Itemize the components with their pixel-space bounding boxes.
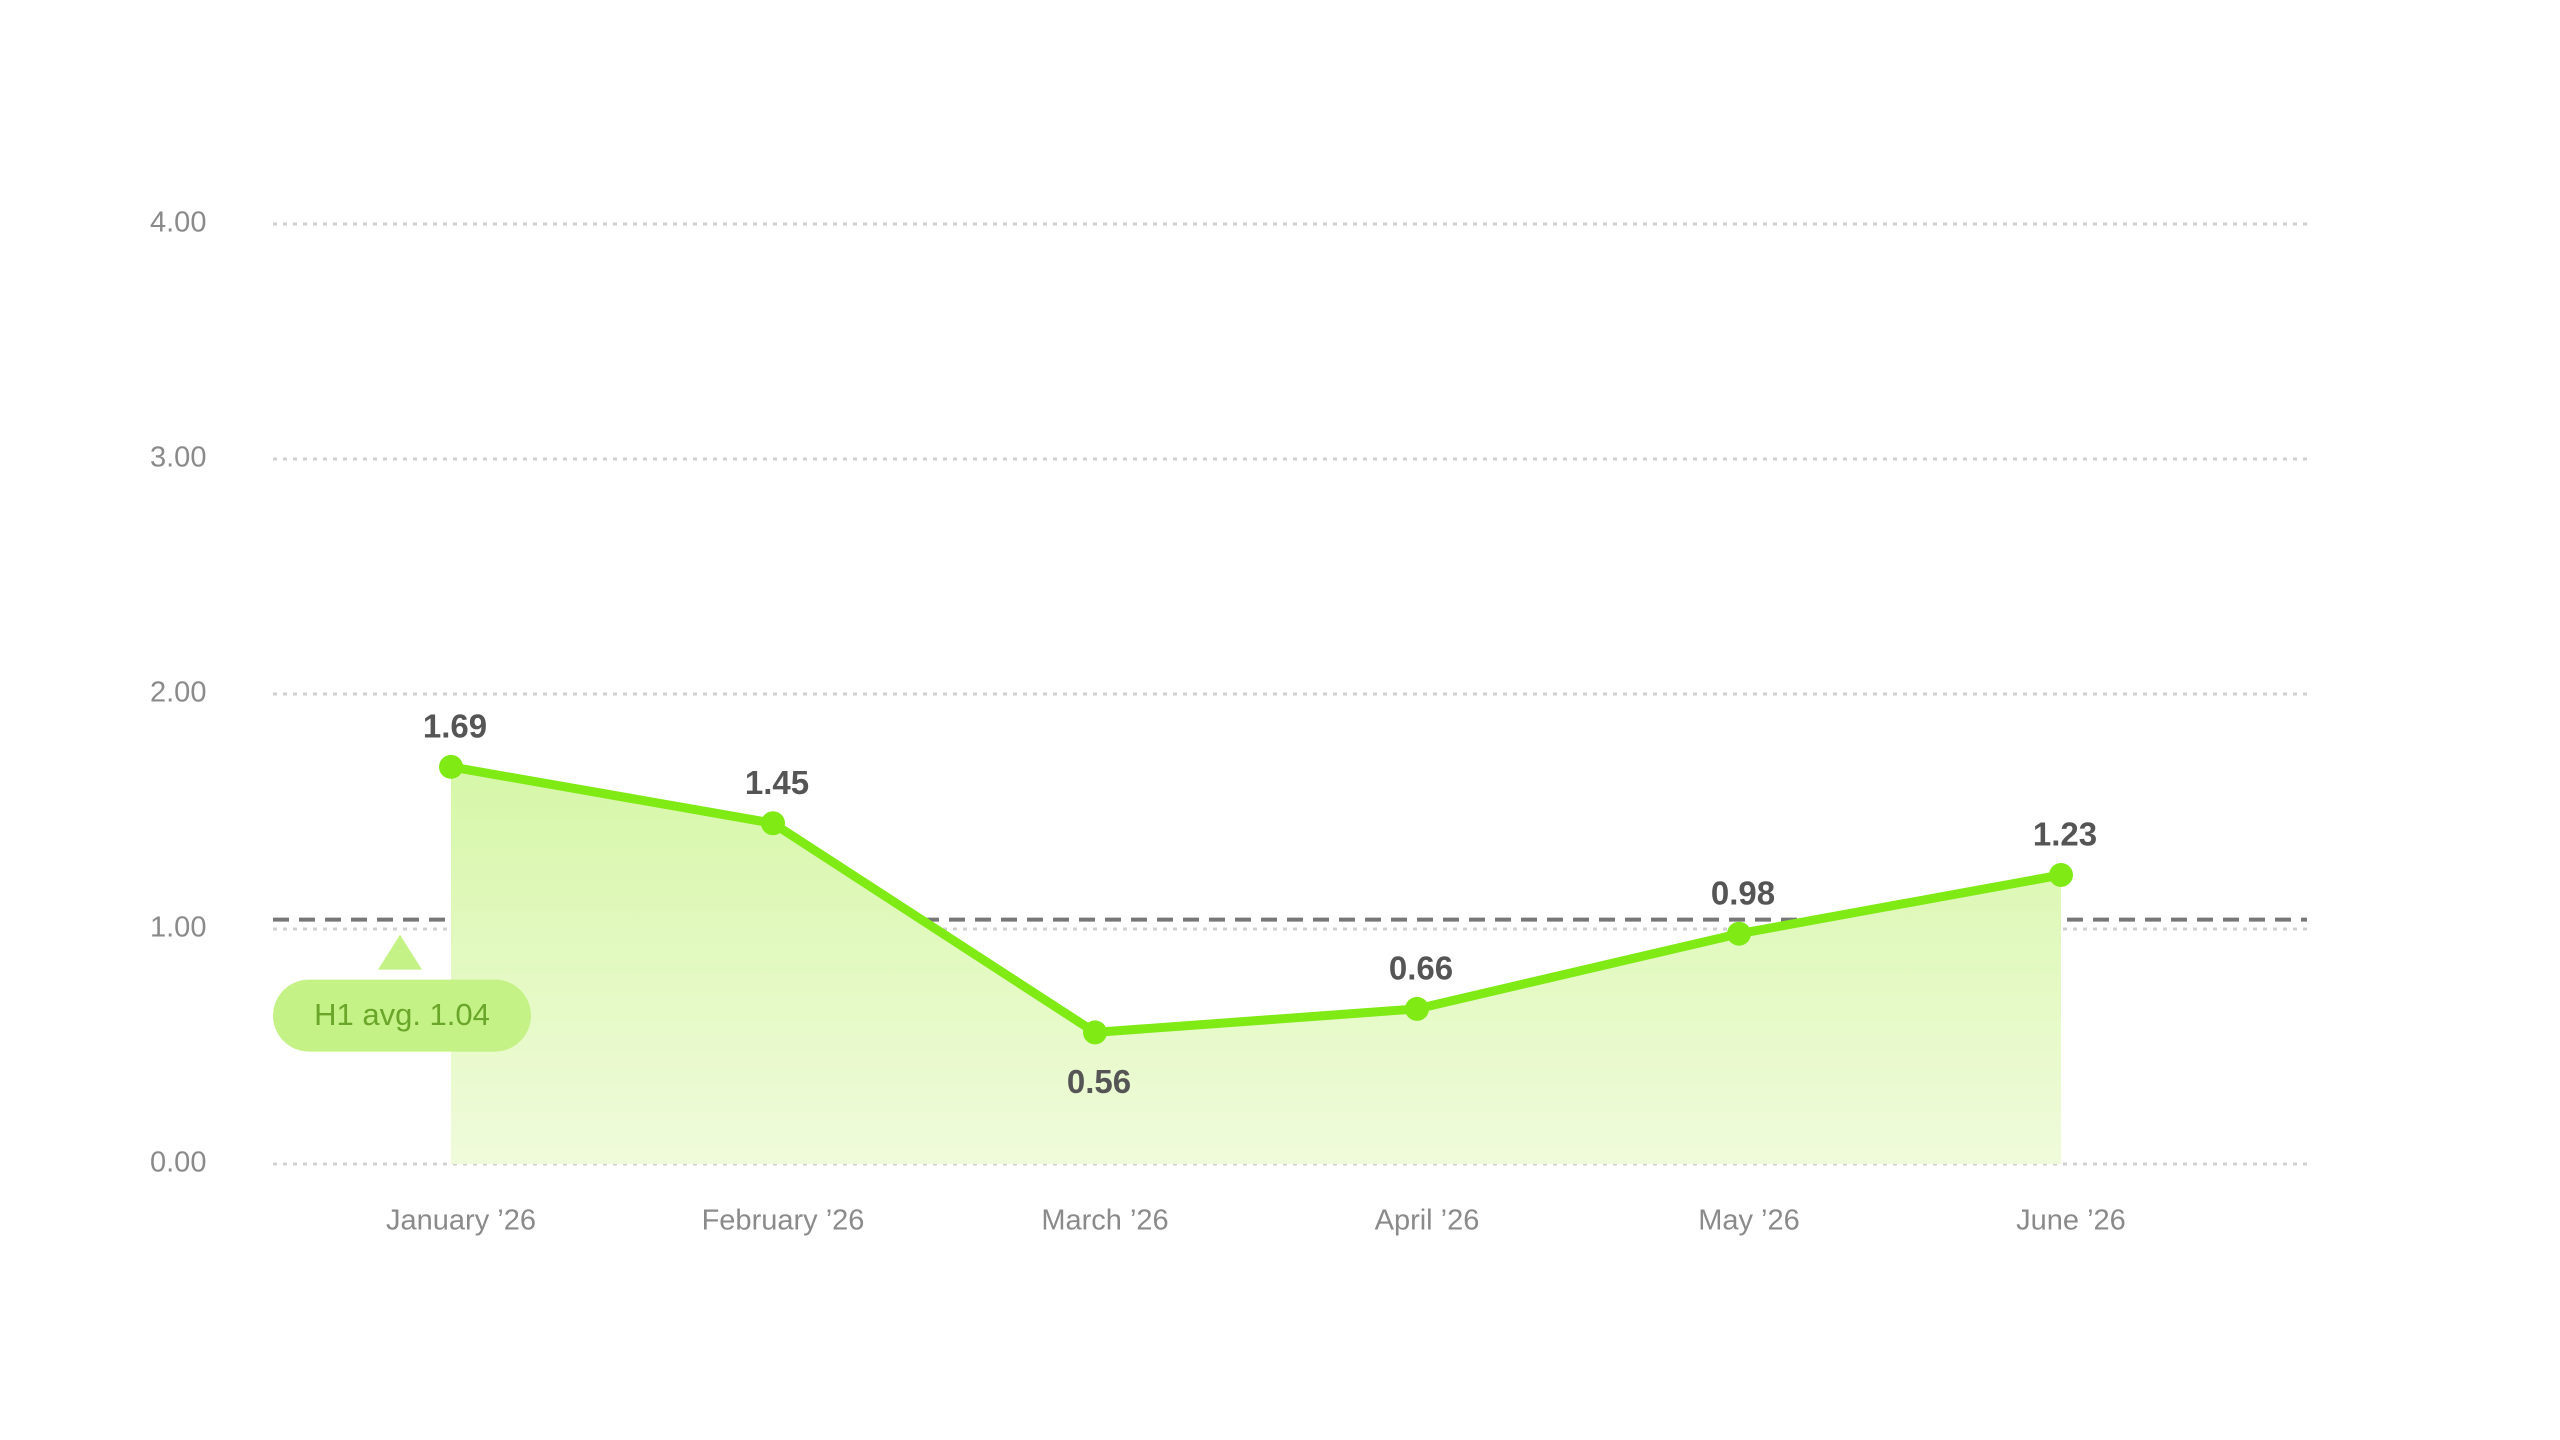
y-tick-label: 1.00 <box>150 912 206 944</box>
data-point <box>1727 921 1751 946</box>
data-point <box>761 811 785 836</box>
y-tick-label: 3.00 <box>150 442 206 474</box>
y-tick-label: 0.00 <box>150 1147 206 1179</box>
data-point <box>1083 1020 1107 1045</box>
x-tick-label: April ’26 <box>1375 1205 1480 1237</box>
data-label: 1.45 <box>745 764 809 801</box>
x-tick-label: January ’26 <box>386 1205 536 1237</box>
y-tick-label: 4.00 <box>150 207 206 239</box>
y-tick-label: 2.00 <box>150 677 206 709</box>
data-point <box>439 754 463 779</box>
data-label: 0.66 <box>1389 950 1453 987</box>
data-point <box>2049 862 2073 887</box>
reference-label: H1 avg. 1.04 <box>314 997 490 1032</box>
data-label: 0.98 <box>1711 874 1775 911</box>
area-fill <box>451 766 2061 1164</box>
data-point <box>1405 996 1429 1021</box>
x-tick-label: February ’26 <box>702 1205 865 1237</box>
x-tick-label: May ’26 <box>1698 1205 1800 1237</box>
line <box>450 762 2062 1037</box>
reference-pill <box>273 979 531 1052</box>
data-label: 1.69 <box>423 708 487 745</box>
x-tick-label: June ’26 <box>2016 1205 2126 1237</box>
data-label: 1.23 <box>2033 816 2097 853</box>
reference-pointer <box>378 934 422 970</box>
x-tick-label: March ’26 <box>1041 1205 1168 1237</box>
data-label: 0.56 <box>1067 1063 1131 1100</box>
